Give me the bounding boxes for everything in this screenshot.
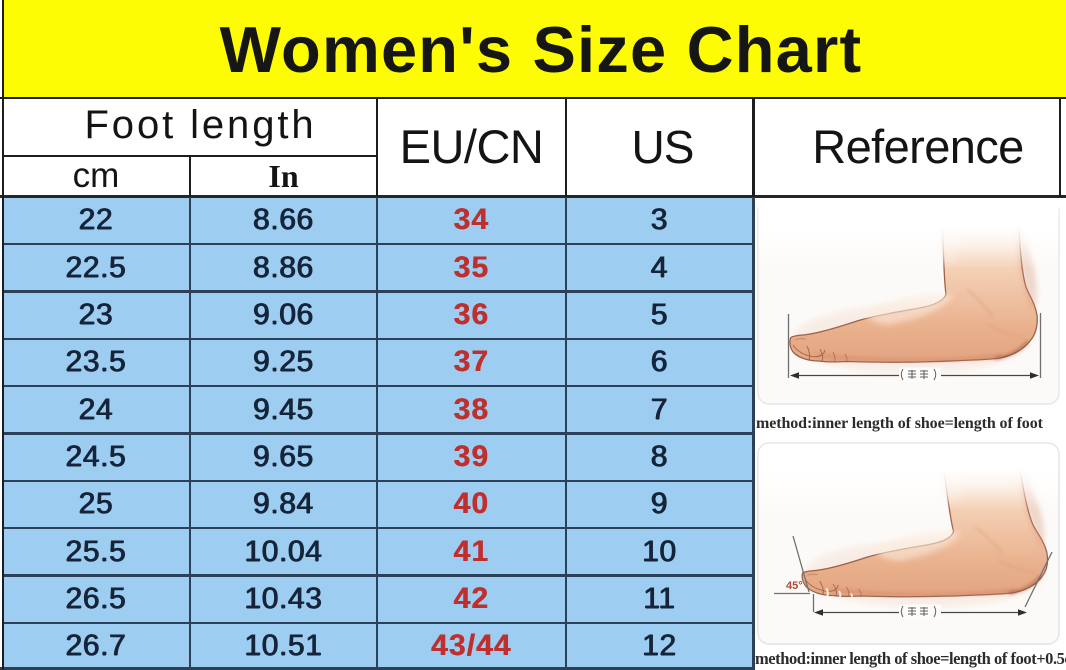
svg-text:45°: 45° [786, 580, 803, 592]
